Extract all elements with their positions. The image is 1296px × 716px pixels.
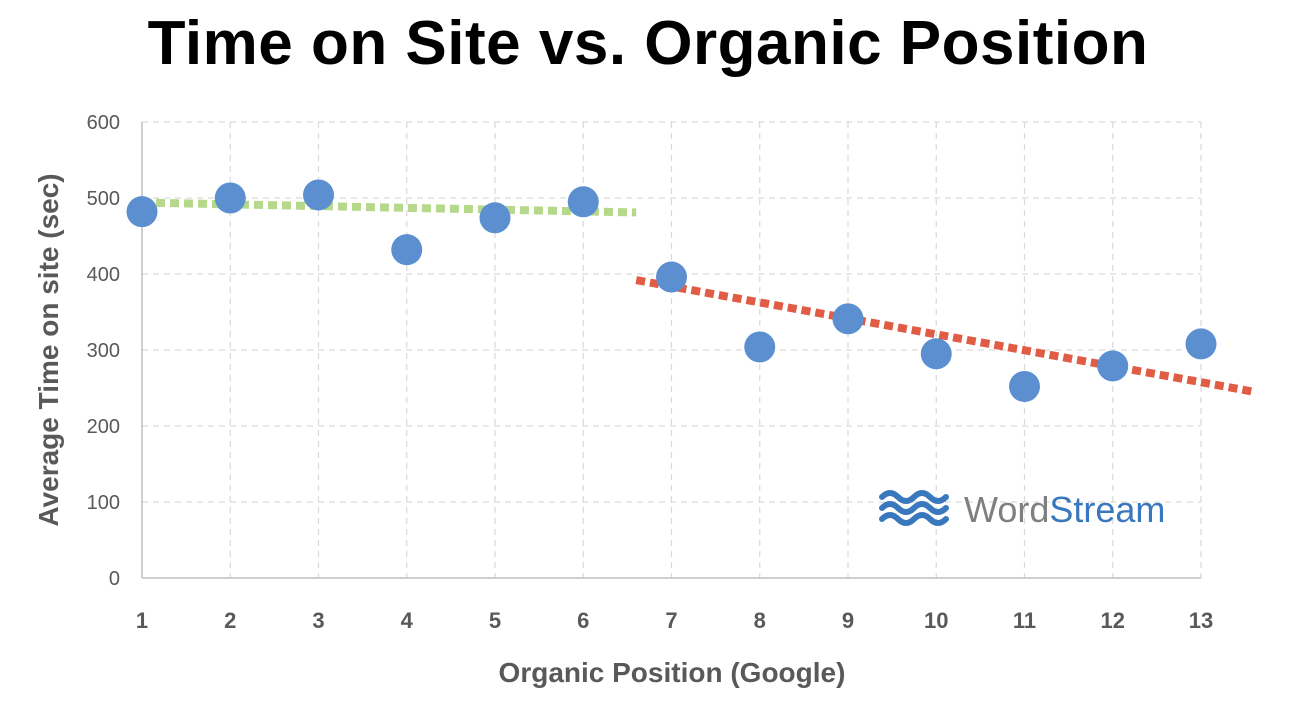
- x-axis-label: Organic Position (Google): [499, 657, 846, 688]
- logo-word-word: Word: [964, 489, 1049, 530]
- data-point: [479, 202, 511, 234]
- logo-word-stream: Stream: [1049, 489, 1165, 530]
- x-tick-label: 5: [489, 608, 501, 633]
- waves-icon: [879, 490, 949, 526]
- x-tick-label: 10: [924, 608, 948, 633]
- x-tick-label: 8: [754, 608, 766, 633]
- y-tick-label: 300: [87, 340, 120, 362]
- trend-line-early: [141, 198, 637, 217]
- x-tick-label: 1: [136, 608, 148, 633]
- x-tick-label: 12: [1101, 608, 1125, 633]
- y-tick-label: 200: [87, 416, 120, 438]
- y-tick-label: 400: [87, 264, 120, 286]
- x-tick-label: 3: [312, 608, 324, 633]
- data-point: [832, 303, 864, 335]
- y-tick-label: 600: [87, 112, 120, 134]
- x-tick-label: 7: [665, 608, 677, 633]
- y-tick-label: 0: [109, 568, 120, 590]
- trend-line-late: [635, 276, 1255, 396]
- data-point: [126, 196, 158, 228]
- x-tick-label: 13: [1189, 608, 1213, 633]
- data-point: [656, 261, 687, 293]
- y-tick-label: 500: [87, 188, 120, 210]
- x-tick-label: 9: [842, 608, 854, 633]
- svg-text:WordStream: WordStream: [964, 489, 1165, 530]
- x-tick-label: 6: [577, 608, 589, 633]
- wordstream-logo: WordStream: [879, 489, 1165, 530]
- x-tick-label: 4: [401, 608, 414, 633]
- data-point: [920, 338, 952, 370]
- data-point: [303, 179, 334, 211]
- data-point: [214, 182, 246, 214]
- chart-title: Time on Site vs. Organic Position: [147, 9, 1149, 78]
- data-point: [567, 186, 599, 218]
- x-tick-label: 11: [1013, 608, 1036, 633]
- data-point: [1185, 328, 1217, 360]
- y-tick-label: 100: [87, 492, 120, 514]
- data-point: [1009, 370, 1040, 402]
- y-axis-label: Average Time on site (sec): [33, 173, 64, 526]
- data-point: [744, 331, 776, 363]
- data-point: [1097, 350, 1129, 382]
- x-tick-label: 2: [224, 608, 236, 633]
- data-point: [391, 234, 423, 266]
- data-points: [126, 179, 1217, 402]
- trend-lines: [141, 198, 1255, 396]
- grid-lines: [142, 121, 1202, 578]
